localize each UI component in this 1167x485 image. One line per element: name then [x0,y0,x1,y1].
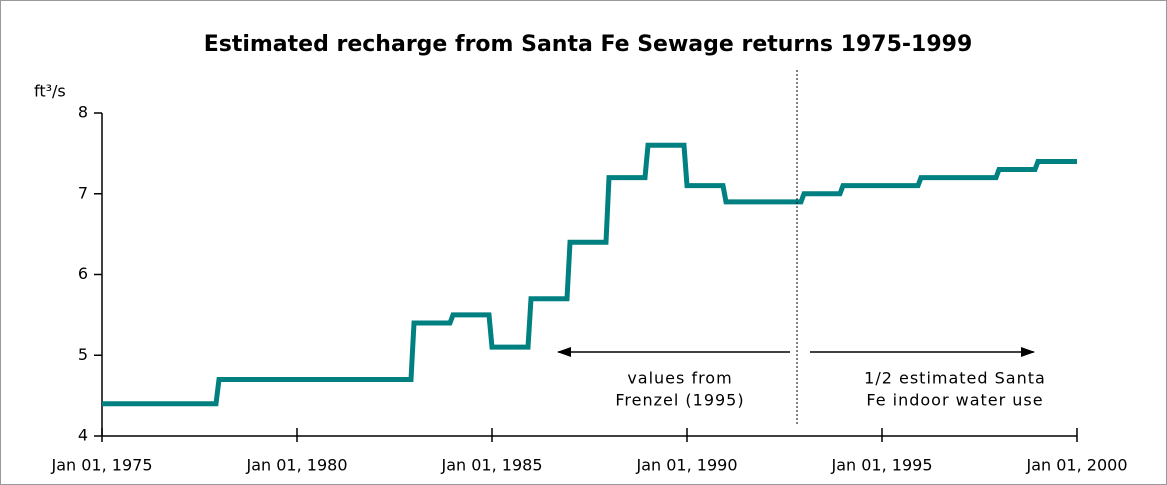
annotation: values from [627,369,732,388]
annotation: Fe indoor water use [866,391,1043,410]
y-tick-label: 7 [78,183,88,202]
x-tick-label: Jan 01, 1980 [246,456,348,475]
x-tick-label: Jan 01, 1990 [636,456,738,475]
y-tick-label: 8 [78,103,88,122]
data-line [102,142,1077,407]
x-tick-label: Jan 01, 1995 [831,456,933,475]
chart-title: Estimated recharge from Santa Fe Sewage … [204,32,973,57]
annotation: 1/2 estimated Santa [864,369,1046,388]
x-tick-label: Jan 01, 1985 [441,456,543,475]
x-tick-label: Jan 01, 2000 [1026,456,1128,475]
y-tick-label: 6 [78,264,88,283]
y-tick-label: 4 [78,426,88,445]
y-tick-label: 5 [78,345,88,364]
x-tick-label: Jan 01, 1975 [51,456,153,475]
y-axis-label: ft³/s [34,82,66,101]
annotation: Frenzel (1995) [615,391,744,410]
